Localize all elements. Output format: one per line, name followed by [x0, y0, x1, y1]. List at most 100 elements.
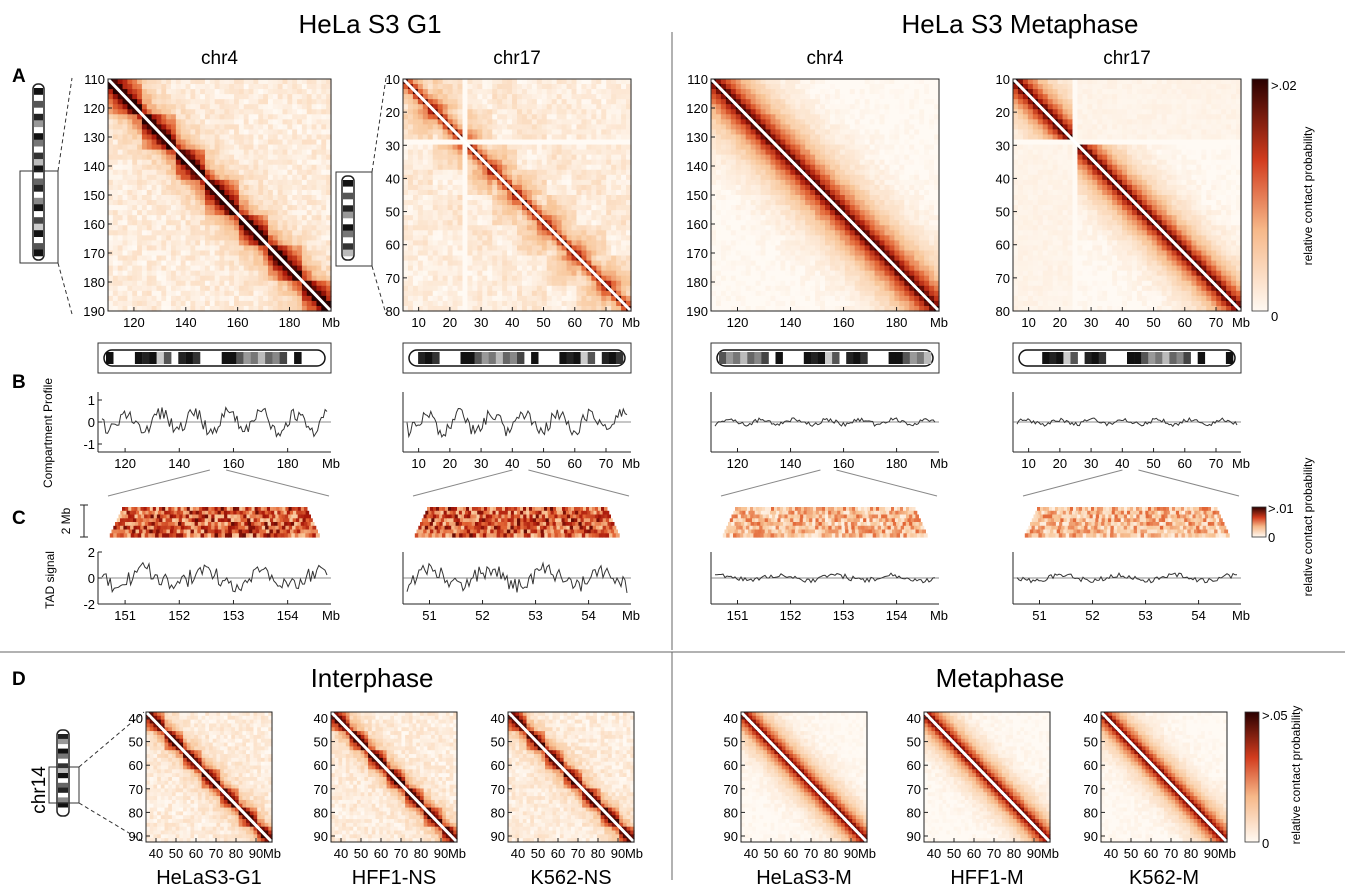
map-g1-chr17-x-tick: 10 [411, 315, 425, 330]
panel-d-4-x-tick: 60 [967, 846, 981, 861]
map-g1-chr17-x-tick: 40 [505, 315, 519, 330]
panel-b-0-x-tick: 120 [114, 456, 136, 471]
compartment-profile-1: 10 20 30 40 50 60 70 Mb [402, 342, 640, 497]
panel-d-0-y-tick: 80 [129, 805, 143, 820]
map-g1-chr17-y-tick: 60 [386, 238, 400, 253]
panel-d-3-x-tick: 50 [764, 846, 778, 861]
panel-b-2-x-tick: 160 [833, 456, 855, 471]
panel-d-2-y-tick: 90 [491, 829, 505, 844]
panel-d-0-x-tick: 70 [209, 846, 223, 861]
colorbar-a-label: relative contact probability [1301, 127, 1315, 266]
panel-c-0-x-tick: 153 [223, 608, 245, 623]
map-m-chr17-y-tick: 40 [996, 171, 1010, 186]
panel-d-2-x-tick: 90 [611, 846, 625, 861]
panel-c-2-mb-label: Mb [930, 608, 948, 623]
contact-map-g1-chr4: chr4 110 120 130 140 150 160 170 180 190 120 140 160… [83, 48, 340, 330]
panel-d-1-x-tick: 70 [394, 846, 408, 861]
map-g1-chr17-y-tick: 80 [386, 304, 400, 319]
panel-letter-b: B [12, 372, 26, 393]
panel-d-5-y-tick: 70 [1084, 782, 1098, 797]
panel-d-3-mb-label: Mb [858, 846, 876, 861]
panel-d-2-y-tick: 40 [491, 711, 505, 726]
panel-b-y-tick: 1 [88, 393, 95, 408]
map-m-chr17-y-tick: 50 [996, 205, 1010, 220]
map-m-chr4-mb-label: Mb [930, 315, 948, 330]
panel-d-1-y-tick: 80 [314, 805, 328, 820]
panel-c-2-x-tick: 151 [727, 608, 749, 623]
map-g1-chr4-x-tick: 120 [123, 315, 145, 330]
map-g1-chr4-y-tick: 150 [83, 188, 105, 203]
map-name: K562-NS [530, 867, 611, 888]
panel-d-4-x-tick: 90 [1027, 846, 1041, 861]
map-m-chr4-y-tick: 160 [686, 217, 708, 232]
header-metaphase-d: Metaphase [936, 663, 1065, 693]
panel-d-0-x-tick: 80 [229, 846, 243, 861]
panel-d-1-y-tick: 70 [314, 782, 328, 797]
panel-b-2-mb-label: Mb [930, 456, 948, 471]
panel-d-3-y-tick: 50 [724, 735, 738, 750]
panel-d-0-y-tick: 40 [129, 711, 143, 726]
panel-c-0-mb-label: Mb [322, 608, 340, 623]
panel-b-3-x-tick: 30 [1084, 456, 1098, 471]
panel-d-0-y-tick: 70 [129, 782, 143, 797]
map-g1-chr17-y-tick: 10 [386, 72, 400, 87]
map-m-chr17-y-tick: 80 [996, 304, 1010, 319]
panel-c-0-x-tick: 151 [114, 608, 136, 623]
panel-d-3-y-tick: 90 [724, 829, 738, 844]
map-g1-chr4-x-tick: 180 [279, 315, 301, 330]
map-m-chr17-x-tick: 40 [1115, 315, 1129, 330]
map-m-chr17-y-tick: 20 [996, 105, 1010, 120]
panel-d-2-y-tick: 80 [491, 805, 505, 820]
map-g1-chr4-mb-label: Mb [322, 315, 340, 330]
compartment-profile-3: 10 20 30 40 50 60 70 Mb [1012, 342, 1250, 497]
map-name: HeLaS3-G1 [156, 867, 262, 888]
panel-b-3-x-tick: 20 [1053, 456, 1067, 471]
panel-d-5-y-tick: 60 [1084, 758, 1098, 773]
map-m-chr17-y-tick: 10 [996, 72, 1010, 87]
map-m-chr4-y-tick: 130 [686, 130, 708, 145]
panel-d-1-x-tick: 90 [434, 846, 448, 861]
colorbar-a-max: >.02 [1271, 78, 1297, 93]
map-m-chr17-x-tick: 60 [1178, 315, 1192, 330]
map-m-chr17-y-tick: 70 [996, 271, 1010, 286]
panel-c-tad-ylabel: TAD signal [43, 551, 57, 609]
panel-b-3-x-tick: 50 [1146, 456, 1160, 471]
panel-d-5-x-tick: 40 [1104, 846, 1118, 861]
panel-d-maps: 40 50 60 70 80 90 40 50 60 70 80 90 Mb HeLaS3-G1 40 50 6… [129, 710, 1236, 888]
panel-d-1-y-tick: 50 [314, 735, 328, 750]
panel-d-1-x-tick: 40 [334, 846, 348, 861]
panel-b-0-x-tick: 160 [223, 456, 245, 471]
header-metaphase: HeLa S3 Metaphase [901, 9, 1138, 39]
panel-c: 2 Mb TAD signal 2 0 -2 151 152 153 154 Mb 51 52 53… [43, 504, 1250, 623]
panel-d-2-y-tick: 70 [491, 782, 505, 797]
panel-c-0-x-tick: 154 [277, 608, 299, 623]
panel-d-4-x-tick: 40 [927, 846, 941, 861]
panel-b-1-x-tick: 20 [443, 456, 457, 471]
panel-d-4-y-tick: 60 [907, 758, 921, 773]
compartment-profile-0: 1 0 -1 120 140 160 180 Mb [83, 342, 340, 497]
panel-d-4-y-tick: 80 [907, 805, 921, 820]
tad-panel-2: 151 152 153 154 Mb [710, 507, 948, 623]
panel-b-3-x-tick: 70 [1209, 456, 1223, 471]
map-g1-chr17-x-tick: 70 [599, 315, 613, 330]
panel-d-4-x-tick: 70 [987, 846, 1001, 861]
tad-panel-1: 51 52 53 54 Mb [402, 507, 640, 623]
tad-panel-3: 51 52 53 54 Mb [1012, 507, 1250, 623]
map-m-chr17-x-tick: 30 [1084, 315, 1098, 330]
panel-d-2-x-tick: 60 [551, 846, 565, 861]
map-g1-chr4-y-tick: 140 [83, 159, 105, 174]
map-title: chr4 [807, 48, 844, 69]
map-m-chr4-x-tick: 180 [886, 315, 908, 330]
panel-b-3-mb-label: Mb [1232, 456, 1250, 471]
panel-d-2-x-tick: 40 [511, 846, 525, 861]
panel-d-3-x-tick: 40 [744, 846, 758, 861]
contact-map-m-chr17: chr17 10 20 30 40 50 60 70 80 10 20 30 40 50 60 70 Mb [996, 48, 1251, 330]
panel-d-5-y-tick: 90 [1084, 829, 1098, 844]
panel-d-5-y-tick: 80 [1084, 805, 1098, 820]
map-name: HeLaS3-M [756, 867, 852, 888]
map-m-chr4-y-tick: 180 [686, 275, 708, 290]
colorbar-d-min: 0 [1262, 836, 1269, 851]
